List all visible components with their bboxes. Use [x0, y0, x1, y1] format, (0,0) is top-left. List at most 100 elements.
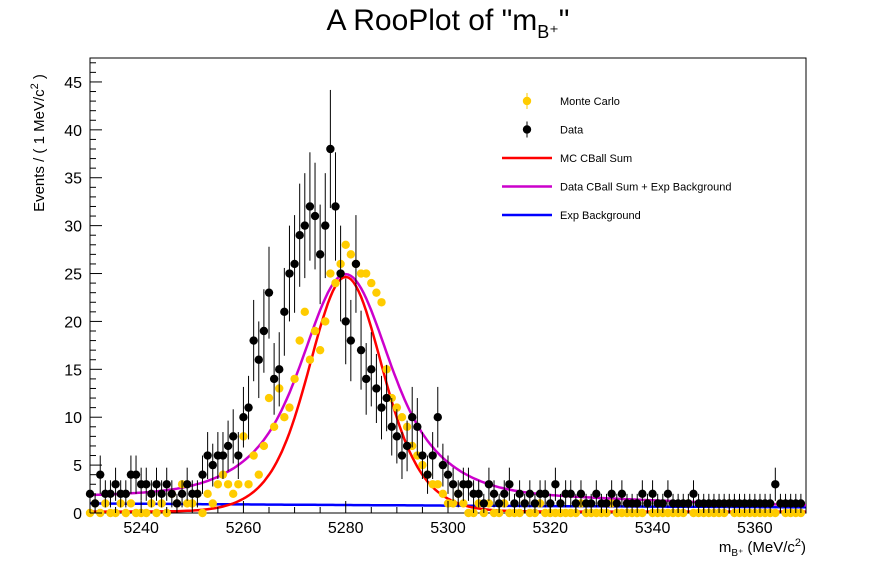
- mc-point: [249, 451, 258, 460]
- data-point: [229, 432, 238, 441]
- plot-frame: [89, 57, 807, 514]
- data-point: [556, 499, 565, 508]
- legend-point-marker: [522, 96, 532, 106]
- x-axis-title-main: m: [719, 539, 732, 556]
- data-point: [131, 470, 141, 479]
- data-point: [275, 365, 284, 374]
- y-axis-title-close: ): [31, 74, 48, 83]
- data-point: [377, 403, 386, 412]
- data-point: [658, 499, 667, 508]
- x-tick-label: 5300: [430, 520, 466, 537]
- mc-point: [346, 250, 356, 259]
- x-axis-title-sup: 2: [795, 537, 801, 549]
- data-point: [540, 489, 550, 499]
- data-point: [525, 489, 535, 499]
- data-point: [464, 480, 473, 489]
- data-point: [372, 384, 381, 393]
- data-point: [587, 499, 596, 508]
- mc-point: [213, 480, 223, 489]
- mc-point: [397, 413, 407, 422]
- data-point: [177, 489, 187, 499]
- mc-point: [321, 317, 330, 326]
- legend-point-marker: [522, 125, 532, 134]
- data-point: [500, 489, 509, 499]
- data-point: [454, 489, 463, 499]
- mc-point: [280, 413, 289, 422]
- mc-point: [254, 470, 263, 479]
- x-tick-label: 5260: [226, 520, 262, 537]
- legend-label: MC CBall Sum: [560, 153, 632, 165]
- mc-point: [638, 508, 647, 518]
- data-point: [510, 499, 519, 508]
- y-tick-label: 25: [64, 267, 82, 284]
- data-point: [111, 480, 120, 489]
- data-point: [326, 144, 335, 154]
- data-point: [796, 499, 806, 508]
- mc-point: [285, 403, 294, 412]
- data-point: [433, 413, 442, 422]
- mc-point: [269, 422, 279, 431]
- mc-point: [264, 393, 274, 403]
- x-tick-label: 5340: [635, 520, 671, 537]
- data-point: [203, 451, 212, 460]
- mc-point: [433, 480, 442, 489]
- data-point: [643, 499, 652, 508]
- data-point: [484, 480, 494, 489]
- data-point: [576, 489, 586, 499]
- mc-point: [448, 499, 458, 508]
- data-point: [771, 480, 780, 489]
- data-point: [223, 441, 233, 451]
- mc-point: [142, 508, 151, 518]
- y-tick-label: 20: [64, 314, 82, 331]
- data-point: [382, 393, 391, 403]
- data-point: [663, 489, 673, 499]
- x-axis-title: mB⁺ (MeV/c2): [719, 537, 806, 559]
- mc-point: [315, 345, 325, 355]
- data-point: [193, 489, 202, 499]
- data-point: [208, 460, 217, 470]
- data-point: [392, 432, 402, 441]
- mc-point: [295, 336, 304, 345]
- y-axis-title-sup: 2: [29, 83, 41, 89]
- mc-point: [459, 499, 468, 508]
- data-point: [474, 489, 483, 499]
- data-point: [254, 355, 263, 364]
- mc-point: [229, 489, 238, 499]
- axes: 5240 5260 5280 5300 5320 5340 5360 0 5 10 15 20 25 30…: [64, 62, 807, 537]
- y-tick-label: 45: [64, 75, 82, 92]
- data-point: [766, 499, 775, 508]
- data-point: [249, 336, 258, 345]
- data-point: [218, 451, 228, 460]
- legend-label: Exp Background: [560, 210, 641, 222]
- data-point: [234, 451, 243, 460]
- mc-point: [126, 499, 136, 508]
- data-point: [505, 480, 514, 489]
- data-point: [551, 480, 560, 489]
- data-point: [633, 499, 642, 508]
- y-axis-title: Events / ( 1 MeV/c2 ): [29, 74, 48, 212]
- chart-title: A RooPlot of "mB⁺": [327, 4, 570, 42]
- mc-point: [203, 489, 212, 499]
- data-point: [607, 489, 616, 499]
- data-point: [269, 374, 279, 384]
- mc-point: [305, 355, 315, 364]
- data-point: [413, 422, 422, 431]
- mc-point: [244, 480, 253, 489]
- mc-point: [515, 508, 524, 518]
- data-point: [515, 489, 524, 499]
- data-point: [346, 336, 356, 345]
- x-tick-label: 5240: [123, 520, 159, 537]
- legend-label: Data CBall Sum + Exp Background: [560, 182, 732, 194]
- data-point: [331, 202, 340, 211]
- chart-title-main: A RooPlot of "m: [327, 4, 538, 37]
- mc-point: [198, 508, 207, 518]
- data-point: [244, 403, 253, 412]
- data-point: [367, 365, 376, 374]
- frame: [89, 57, 807, 514]
- chart-title-suffix: ": [559, 4, 570, 37]
- data-point: [285, 269, 294, 278]
- data-point: [280, 307, 289, 317]
- data-point: [638, 489, 647, 499]
- data-point: [147, 489, 156, 499]
- data-points: [85, 89, 806, 518]
